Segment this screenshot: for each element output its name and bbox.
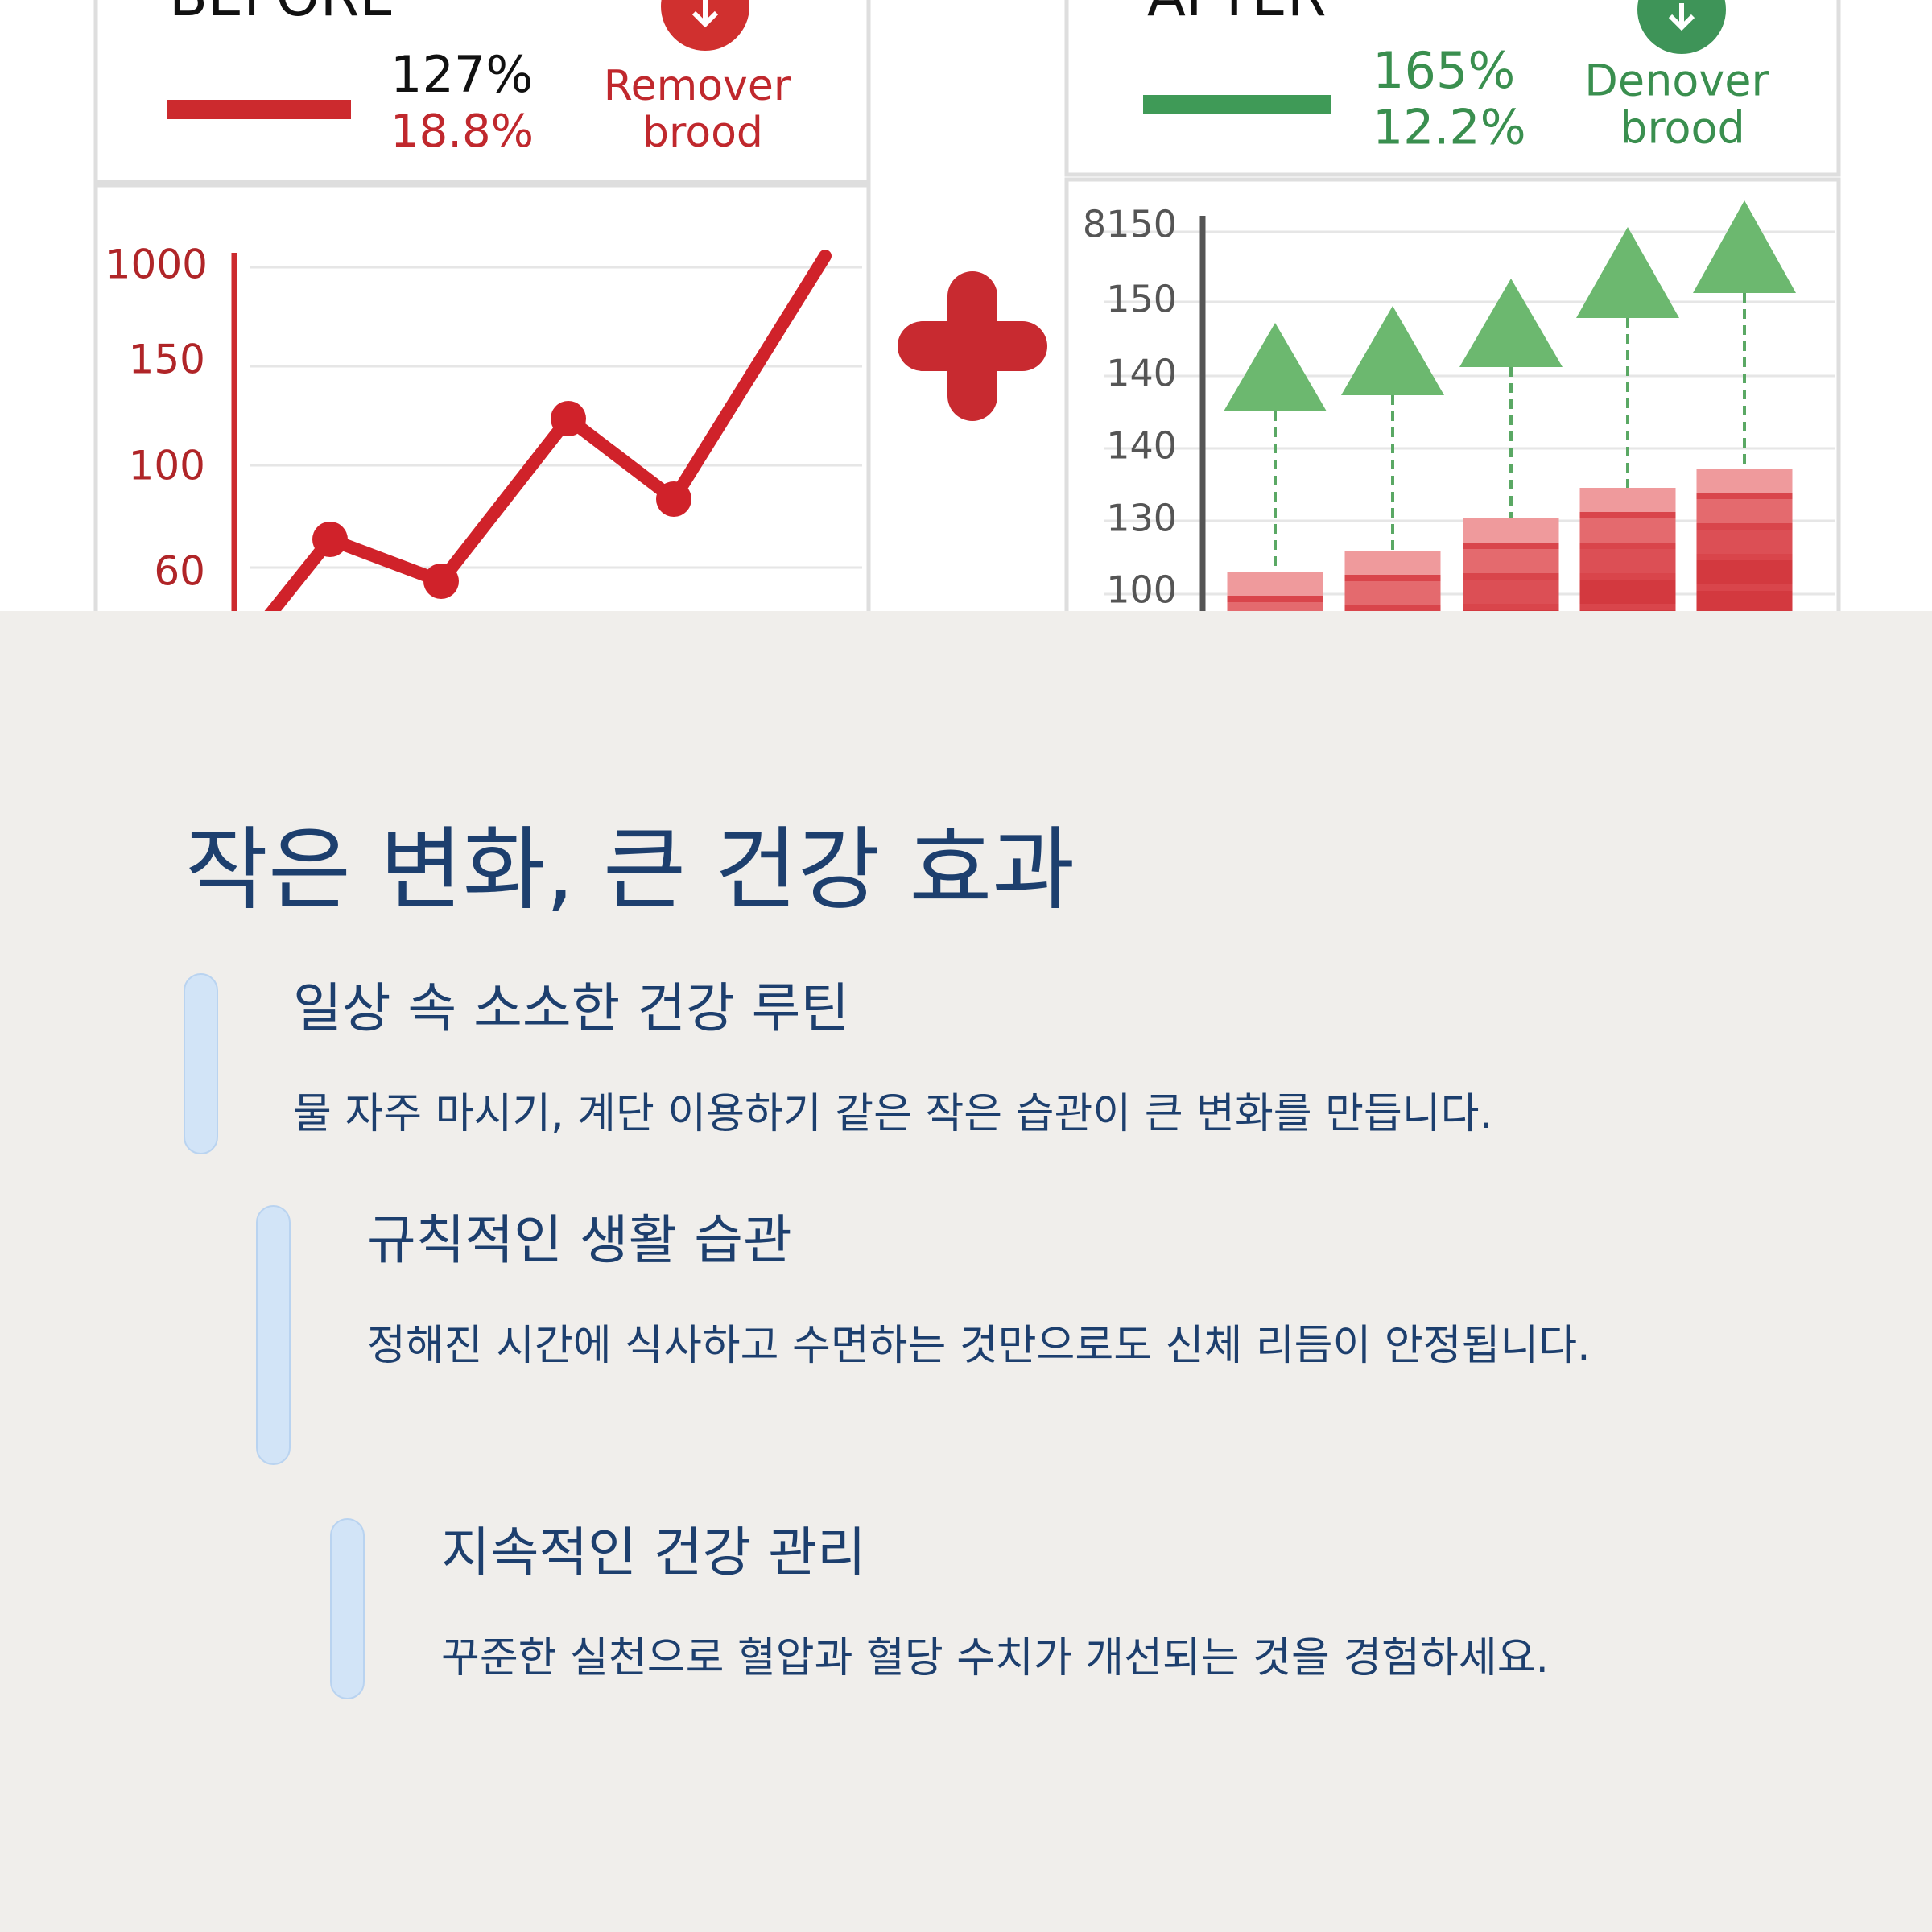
heading: 작은 변화, 큰 건강 효과 <box>185 818 1075 923</box>
accent-bar <box>256 1205 291 1465</box>
item-title: 규칙적인 생활 습관 <box>367 1209 792 1271</box>
axis-label: 8150 <box>1083 203 1177 246</box>
arrow-head <box>1341 306 1444 395</box>
bar-segment <box>1463 549 1559 573</box>
bar-segment <box>1579 549 1676 573</box>
after-label: Denover <box>1584 56 1769 106</box>
bar-segment <box>1696 499 1793 523</box>
bar-segment <box>1463 580 1559 604</box>
after-grid <box>1104 230 1835 596</box>
arrow-head <box>1459 279 1563 367</box>
bar-segment <box>1463 518 1559 543</box>
plus-sign <box>898 271 1047 421</box>
axis-label: 140 <box>1106 352 1177 395</box>
axis-label: 1000 <box>105 242 208 288</box>
marker <box>423 564 459 599</box>
bar-segment <box>1696 530 1793 554</box>
arrow-head <box>1224 323 1327 411</box>
before-title: BEFORE <box>169 0 394 29</box>
bar-segment <box>1579 518 1676 543</box>
after-figure: 165% <box>1373 41 1515 100</box>
bar-segment <box>1227 602 1323 611</box>
marker <box>656 481 691 517</box>
axis-label: 100 <box>129 443 205 489</box>
axis-label: 150 <box>1106 278 1177 321</box>
bar-segment <box>1344 551 1441 575</box>
arrow-head <box>1693 200 1796 293</box>
item: 일상 속 소소한 건강 루틴 물 자주 마시기, 계단 이용하기 같은 작은 습… <box>293 972 1662 1154</box>
before-label: Remover <box>604 62 791 110</box>
marker <box>312 522 348 557</box>
illustration: BEFORE 127% 18.8% Remover brood 1000 150… <box>0 0 1932 611</box>
after-legend-line <box>1143 95 1331 114</box>
bar-segment <box>1579 580 1676 604</box>
bar-segment <box>1344 581 1441 605</box>
arrow-head <box>1576 227 1679 318</box>
bar-segment <box>1696 591 1793 611</box>
after-bars <box>1224 200 1796 611</box>
before-figure: 18.8% <box>390 105 534 158</box>
bar-segment <box>1463 610 1559 611</box>
bar-segment <box>1579 488 1676 512</box>
accent-bar <box>330 1518 365 1699</box>
bar-segment <box>1227 572 1323 596</box>
axis-label: 60 <box>154 548 205 595</box>
bar-segment <box>1579 610 1676 611</box>
axis-label: 100 <box>1106 568 1177 612</box>
axis-label: 130 <box>1106 497 1177 540</box>
axis-label: 150 <box>129 336 205 383</box>
before-figure: 127% <box>390 45 533 104</box>
item: 지속적인 건강 관리 꾸준한 실천으로 혈압과 혈당 수치가 개선되는 것을 경… <box>441 1517 1810 1699</box>
before-legend-line <box>167 100 351 119</box>
item-body: 정해진 시간에 식사하고 수면하는 것만으로도 신체 리듬이 안정됩니다. <box>367 1322 1591 1370</box>
axis-label: 140 <box>1106 424 1177 468</box>
before-label: brood <box>642 109 763 157</box>
before-chart-box <box>93 183 871 611</box>
marker <box>551 401 586 436</box>
item: 규칙적인 생활 습관 정해진 시간에 식사하고 수면하는 것만으로도 신체 리듬… <box>367 1204 1736 1386</box>
before-markers <box>312 401 691 599</box>
after-label: brood <box>1620 103 1745 154</box>
item-body: 꾸준한 실천으로 혈압과 혈당 수치가 개선되는 것을 경험하세요. <box>441 1634 1550 1682</box>
accent-bar <box>184 973 218 1154</box>
after-title: AFTER <box>1147 0 1327 29</box>
after-figure: 12.2% <box>1373 100 1526 156</box>
bar-segment <box>1696 560 1793 584</box>
before-icon-arrow <box>691 0 719 28</box>
item-body: 물 자주 마시기, 계단 이용하기 같은 작은 습관이 큰 변화를 만듭니다. <box>293 1090 1493 1138</box>
item-title: 지속적인 건강 관리 <box>441 1521 866 1583</box>
bar-segment <box>1696 469 1793 493</box>
item-title: 일상 속 소소한 건강 루틴 <box>293 977 850 1039</box>
after-icon-arrow <box>1668 3 1695 31</box>
